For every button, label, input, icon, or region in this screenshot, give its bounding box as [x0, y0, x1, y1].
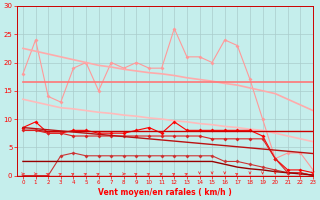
X-axis label: Vent moyen/en rafales ( km/h ): Vent moyen/en rafales ( km/h ) [98, 188, 232, 197]
